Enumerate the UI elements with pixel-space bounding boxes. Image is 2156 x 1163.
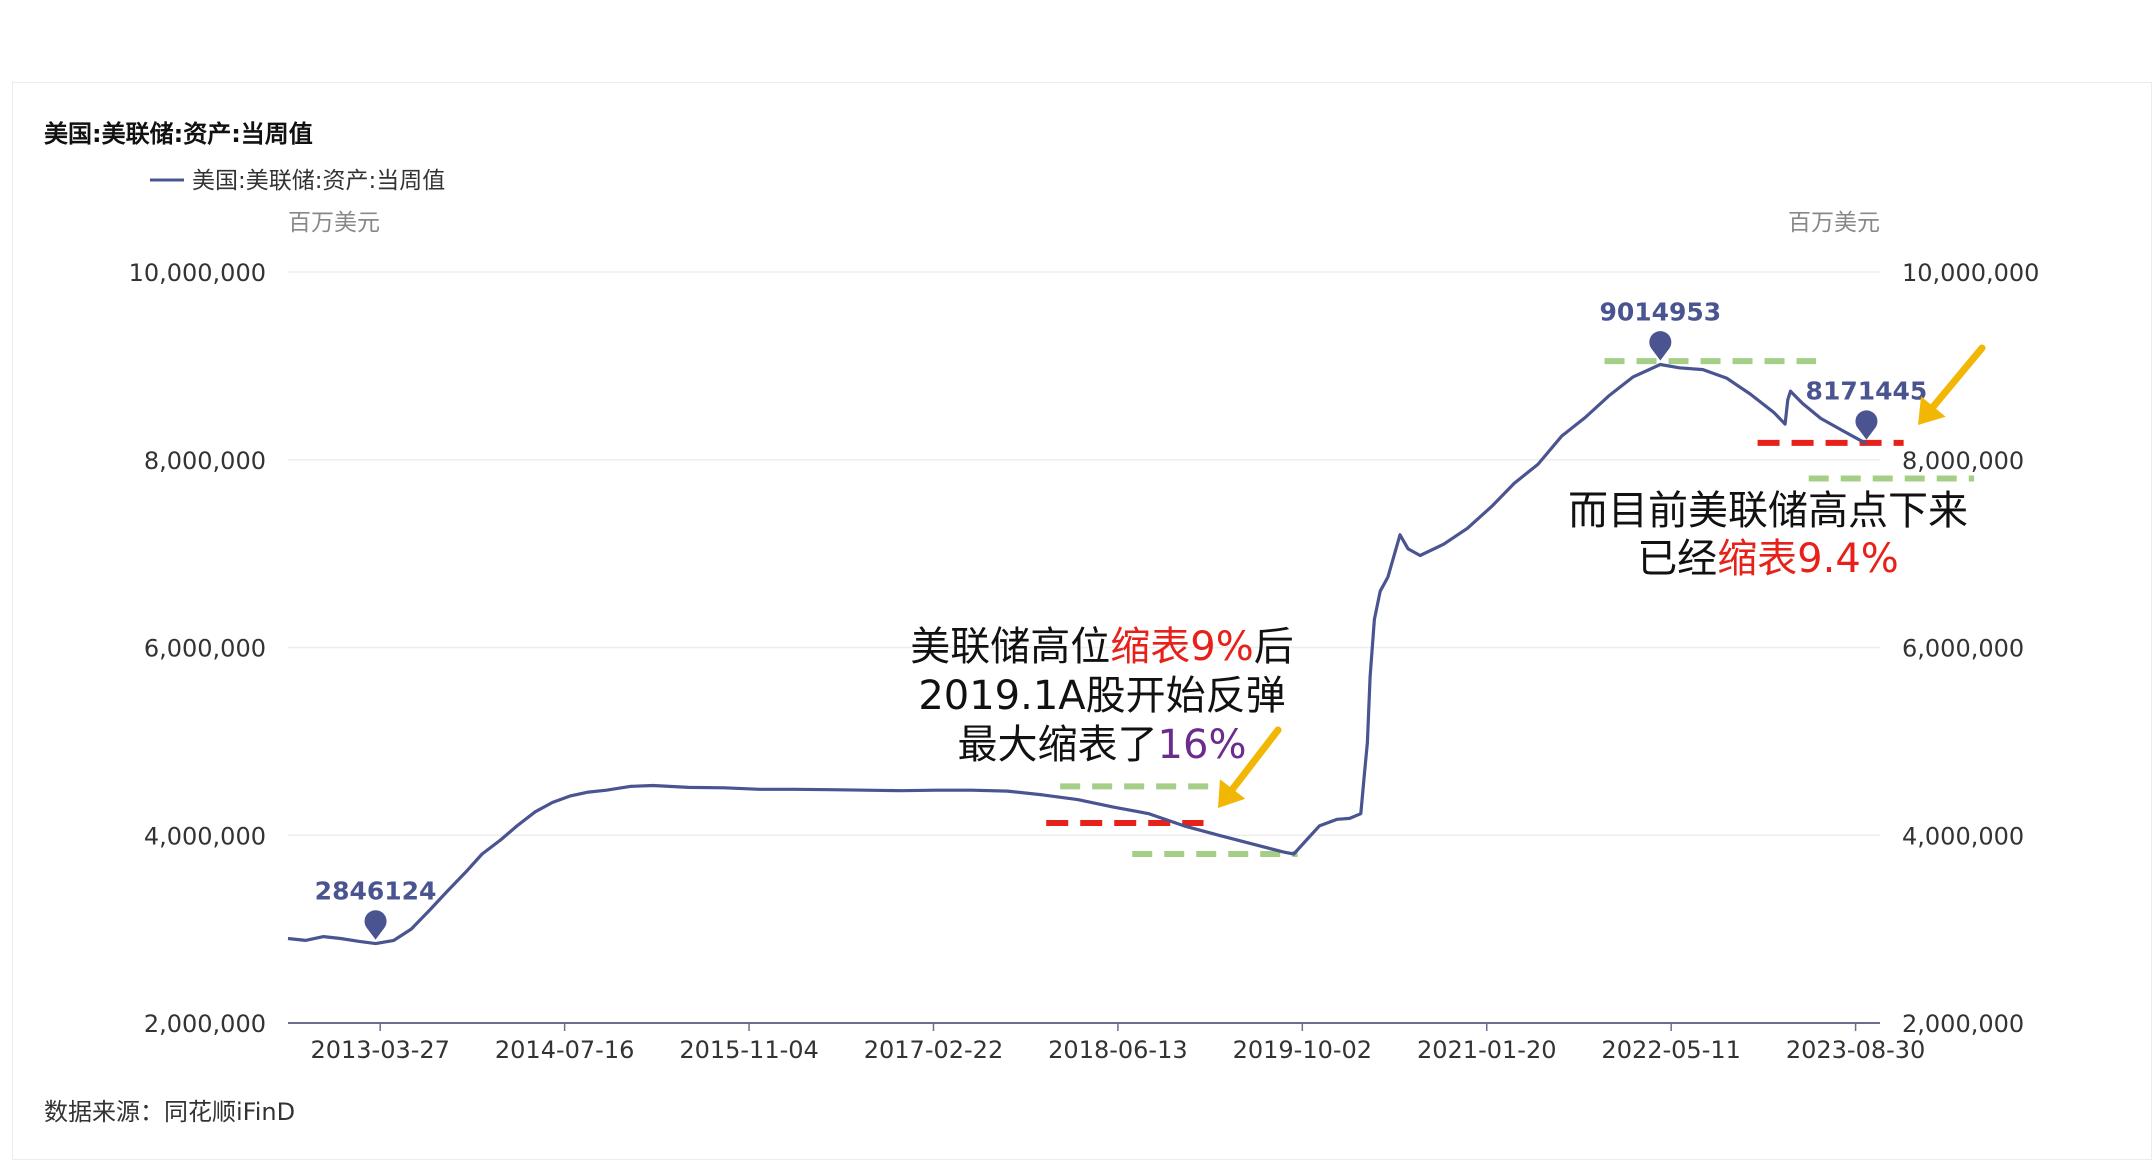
x-axis: 2013-03-27 2014-07-16 2015-11-04 2017-02-22… [310, 1023, 1925, 1064]
point-markers: 2846124 9014953 8171445 [315, 297, 1928, 940]
y-tick-right: 8,000,000 [1902, 447, 2024, 475]
arrow-icon [1218, 726, 1282, 808]
series-line[interactable] [287, 362, 1868, 946]
y-tick-left: 6,000,000 [144, 635, 266, 663]
marker-label: 9014953 [1599, 297, 1721, 326]
x-tick-label: 2021-01-20 [1417, 1036, 1556, 1064]
y-tick-right: 2,000,000 [1902, 1010, 2024, 1038]
y-tick-left: 8,000,000 [144, 447, 266, 475]
annotation-left: 美联储高位缩表9%后 2019.1A股开始反弹最大缩表了16% [910, 624, 1293, 768]
support-level-dashes [1046, 358, 1975, 858]
arrow-icon [1918, 344, 1986, 425]
x-tick-label: 2014-07-16 [495, 1036, 634, 1064]
x-tick-label: 2013-03-27 [310, 1036, 449, 1064]
chart-title: 美国:美联储:资产:当周值 [44, 120, 313, 148]
annotation-arrows [1218, 344, 1986, 808]
annotation-right: 而目前美联储高点下来已经缩表9.4% [1568, 488, 1968, 582]
y-tick-left: 2,000,000 [144, 1010, 266, 1038]
gridlines [288, 271, 1880, 836]
y-tick-right: 4,000,000 [1902, 822, 2024, 850]
marker-pin [1855, 410, 1878, 440]
legend-label: 美国:美联储:资产:当周值 [192, 168, 445, 194]
data-source: 数据来源：同花顺iFinD [44, 1098, 295, 1126]
legend[interactable]: 美国:美联储:资产:当周值 [150, 168, 445, 194]
chart-frame [12, 82, 2152, 1160]
marker-pin [1649, 331, 1672, 361]
y-tick-left: 10,000,000 [129, 259, 266, 287]
y-tick-right: 6,000,000 [1902, 635, 2024, 663]
marker-pin [364, 910, 387, 940]
x-tick-label: 2018-06-13 [1048, 1036, 1187, 1064]
x-tick-label: 2022-05-11 [1601, 1036, 1740, 1064]
marker-label: 2846124 [315, 877, 437, 906]
x-tick-label: 2015-11-04 [679, 1036, 818, 1064]
left-axis-unit: 百万美元 [288, 210, 380, 236]
x-tick-label: 2023-08-30 [1786, 1036, 1925, 1064]
marker-label: 8171445 [1806, 377, 1928, 406]
y-axis-left: 10,000,000 8,000,000 6,000,000 4,000,000 2,0… [129, 259, 266, 1038]
y-axis-right: 10,000,000 8,000,000 6,000,000 4,000,000 2,0… [1902, 259, 2039, 1038]
x-tick-label: 2019-10-02 [1233, 1036, 1372, 1064]
y-tick-left: 4,000,000 [144, 822, 266, 850]
x-tick-label: 2017-02-22 [864, 1036, 1003, 1064]
y-tick-right: 10,000,000 [1902, 259, 2039, 287]
right-axis-unit: 百万美元 [1788, 210, 1880, 236]
